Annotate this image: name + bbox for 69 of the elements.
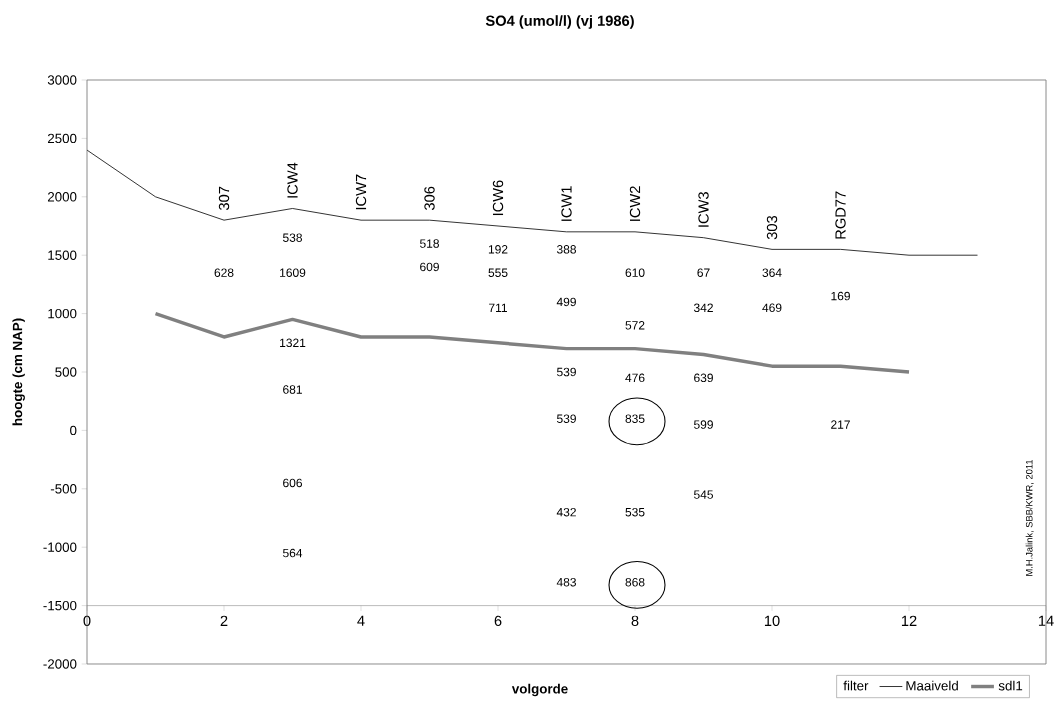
x-tick-label: 6 (494, 615, 502, 627)
chart-title: SO4 (umol/l) (vj 1986) (485, 15, 634, 29)
annotation: 609 (420, 262, 439, 272)
annotation: 539 (556, 414, 576, 423)
annotation: 610 (625, 268, 645, 277)
annotation: 835 (625, 414, 645, 423)
y-tick-label: 1000 (48, 308, 77, 319)
x-tick-label: 12 (901, 615, 917, 626)
annotation: 681 (283, 385, 302, 394)
annotation: 388 (556, 245, 576, 254)
x-tick-label: 14 (1038, 615, 1054, 626)
annotation: ICW1 (561, 186, 572, 221)
annotation: 342 (693, 303, 713, 313)
annotation: 518 (419, 239, 439, 248)
legend-title: filter (843, 680, 869, 691)
annotation: 545 (693, 490, 714, 499)
annotation: 303 (766, 215, 778, 240)
y-tick-label: -500 (50, 484, 77, 494)
y-tick-label: 2000 (47, 192, 77, 202)
annotation: 606 (283, 478, 302, 488)
x-tick-label: 4 (357, 615, 365, 626)
annotation: 469 (762, 303, 782, 313)
x-tick-label: 0 (83, 615, 91, 627)
y-tick-label: 500 (55, 367, 77, 377)
y-axis-title: hoogte (cm NAP) (12, 318, 25, 426)
annotation: 599 (693, 420, 713, 429)
annotation: 564 (282, 548, 303, 558)
annotation: 364 (762, 268, 782, 277)
annotation: 628 (214, 268, 234, 277)
annotation: 499 (556, 297, 576, 307)
x-tick-label: 2 (220, 615, 228, 626)
annotation: 306 (424, 186, 435, 210)
annotation: 432 (556, 507, 576, 517)
annotation: ICW4 (287, 162, 298, 198)
y-tick-label: -1500 (43, 600, 77, 611)
y-tick-label: 1500 (48, 250, 77, 260)
annotation: 711 (489, 303, 507, 312)
y-tick-label: 0 (70, 425, 77, 436)
annotation: 539 (556, 367, 576, 377)
annotation: 217 (831, 420, 850, 429)
annotation: ICW7 (355, 174, 367, 210)
x-axis-title: volgorde (511, 683, 568, 697)
annotation: 483 (556, 577, 576, 587)
legend-label: sdl1 (998, 680, 1023, 691)
y-tick-label: -1000 (43, 542, 77, 552)
x-tick-label: 10 (764, 615, 780, 627)
annotation: 555 (488, 268, 508, 277)
annotation: 169 (831, 291, 850, 301)
annotation: RGD77 (835, 191, 846, 239)
annotation: 868 (625, 577, 645, 587)
annotation: ICW3 (698, 192, 709, 227)
annotation: 1609 (280, 268, 306, 277)
y-tick-label: 2500 (47, 133, 77, 144)
annotation: 639 (694, 373, 713, 383)
x-tick-label: 8 (631, 615, 639, 627)
legend-label: Maaiveld (906, 680, 958, 691)
annotation: M.H.Jalink, SBB/KWR, 2011 (1025, 459, 1034, 576)
y-tick-label: -2000 (43, 659, 77, 669)
annotation: 307 (218, 186, 230, 210)
annotation: 538 (282, 233, 302, 242)
annotation: 1321 (280, 338, 306, 348)
annotation: 535 (625, 507, 645, 517)
annotation: ICW2 (629, 186, 641, 221)
y-tick-label: 3000 (47, 75, 77, 85)
annotation: 572 (625, 321, 645, 330)
annotation: 476 (625, 373, 645, 383)
annotation: 67 (697, 268, 710, 277)
annotation: ICW6 (492, 180, 504, 216)
annotation: 192 (488, 245, 508, 254)
